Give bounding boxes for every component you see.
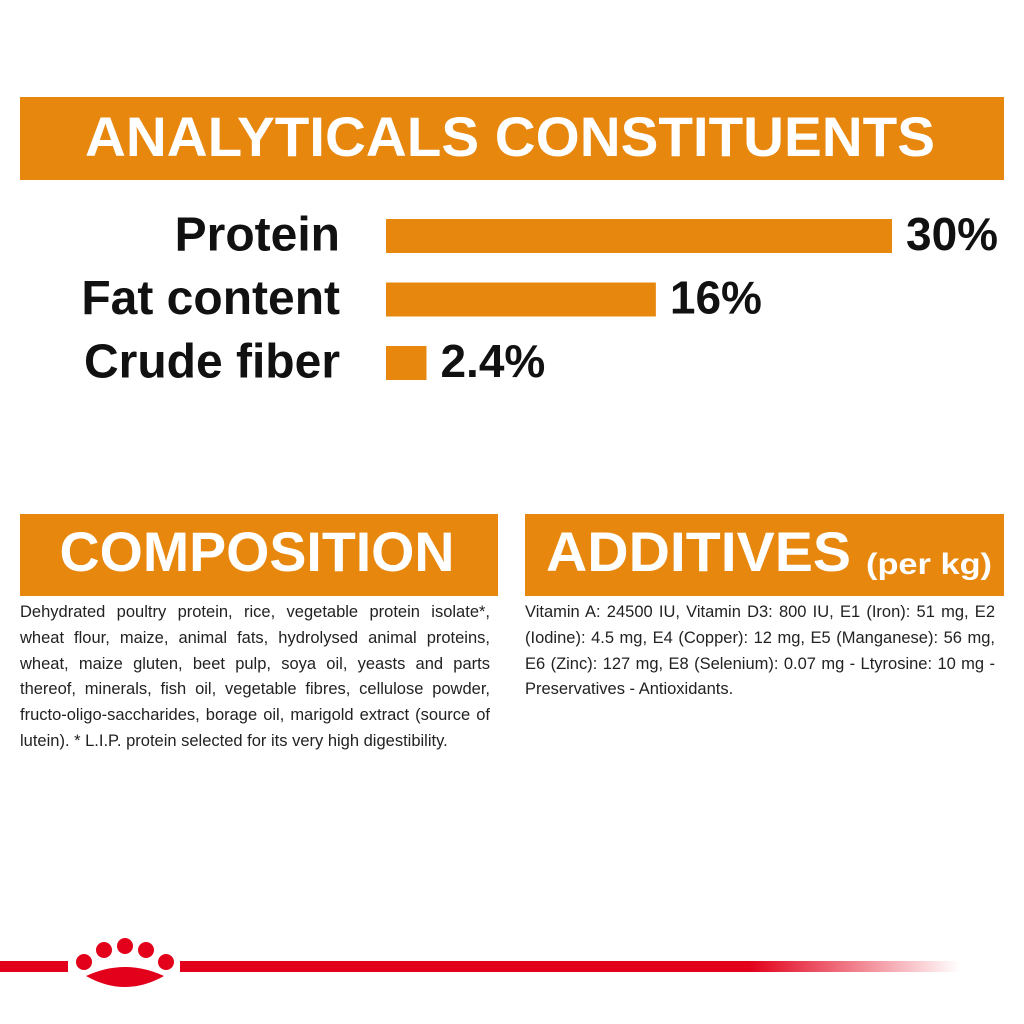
category-label: Protein (175, 209, 340, 262)
crown-logo (68, 938, 180, 987)
logo-dot (117, 938, 133, 954)
logo-dot (96, 942, 112, 958)
bar (386, 346, 427, 380)
composition-text: Dehydrated poultry protein, rice, vegeta… (20, 603, 490, 750)
footer-line (0, 961, 960, 972)
logo-dot (138, 942, 154, 958)
value-label: 30% (906, 208, 998, 260)
additives-title: ADDITIVES (546, 520, 851, 583)
composition-title: COMPOSITION (60, 520, 455, 583)
logo-base (86, 967, 164, 987)
title-banner (20, 97, 1004, 180)
bar (386, 282, 656, 317)
value-label: 2.4% (440, 335, 545, 387)
bar (386, 219, 892, 253)
section-title: ANALYTICALS CONSTITUENTS (85, 105, 935, 168)
additives-banner (525, 514, 1004, 596)
composition-banner (20, 514, 498, 596)
bar-chart: Protein 30% Fat content 16% Crude fiber 2.4% (81, 208, 998, 389)
logo-dot (158, 954, 174, 970)
category-label: Fat content (81, 272, 340, 325)
logo-dot (76, 954, 92, 970)
additives-subtitle: (per kg) (866, 548, 992, 581)
value-label: 16% (670, 272, 762, 324)
category-label: Crude fiber (84, 336, 340, 389)
additives-text: Vitamin A: 24500 IU, Vitamin D3: 800 IU,… (525, 603, 995, 699)
